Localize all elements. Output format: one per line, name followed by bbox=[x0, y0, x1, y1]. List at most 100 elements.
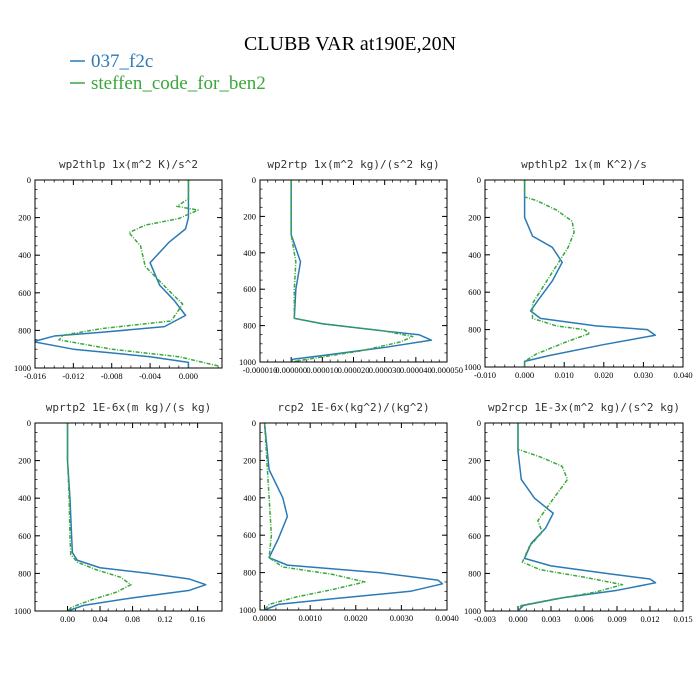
y-tick-label: 800 bbox=[18, 568, 31, 578]
y-tick-label: 1000 bbox=[14, 606, 31, 616]
y-tick-label: 1000 bbox=[239, 357, 256, 367]
x-tick-label: 0.0000 bbox=[253, 613, 276, 623]
x-tick-label: 0.000 bbox=[179, 371, 198, 381]
y-tick-label: 0 bbox=[27, 175, 31, 185]
y-tick-label: 0 bbox=[252, 175, 256, 185]
panel-6: wp2rcp 1E-3x(m^2 kg)/(s^2 kg) 0 200 400 600 8… bbox=[464, 401, 693, 624]
panel-title: wp2thlp 1x(m^2 K)/s^2 bbox=[59, 158, 198, 171]
y-tick-label: 400 bbox=[468, 493, 481, 503]
x-tick-label: 0.0040 bbox=[435, 613, 458, 623]
x-tick-label: 0.12 bbox=[158, 614, 173, 624]
panel-2: wp2rtp 1x(m^2 kg)/(s^2 kg) 0 200 400 600 800 1… bbox=[239, 158, 463, 375]
x-tick-label: 0.020 bbox=[594, 370, 613, 380]
y-tick-label: 200 bbox=[468, 212, 481, 222]
y-tick-label: 600 bbox=[468, 531, 481, 541]
panels: wp2thlp 1x(m^2 K)/s^202004006008001000-0… bbox=[14, 158, 693, 624]
plot-frame bbox=[259, 179, 448, 363]
x-tick-label: 0.0020 bbox=[344, 613, 367, 623]
series-line-037-f2c bbox=[66, 423, 207, 611]
series-line-steffen bbox=[66, 423, 132, 611]
x-tick-label: 0.0010 bbox=[298, 613, 321, 623]
x-tick-label: 0.00 bbox=[60, 614, 75, 624]
x-tick-label: 0.040 bbox=[673, 370, 692, 380]
y-tick-label: 800 bbox=[18, 325, 31, 335]
x-tick-label: 0.000 bbox=[508, 614, 527, 624]
y-tick-label: 800 bbox=[243, 321, 256, 331]
y-tick-label: 0 bbox=[477, 175, 481, 185]
x-tick-label: 0.000020 bbox=[338, 365, 370, 375]
x-tick-label: 0.030 bbox=[634, 370, 653, 380]
x-tick-label: 0.000030 bbox=[369, 365, 401, 375]
panel-title: wprtp2 1E-6x(m kg)/(s kg) bbox=[46, 401, 212, 414]
y-tick-label: 1000 bbox=[14, 363, 31, 373]
series-line-037-f2c bbox=[290, 180, 433, 362]
x-tick-label: 0.000010 bbox=[306, 365, 338, 375]
y-tick-label: 800 bbox=[243, 568, 256, 578]
panel-3: wpthlp2 1x(m K^2)/s 0 200 400 600 800 1000-0.0… bbox=[464, 158, 693, 380]
y-tick-label: 200 bbox=[18, 456, 31, 466]
panel-1: wp2thlp 1x(m^2 K)/s^202004006008001000-0… bbox=[14, 158, 223, 381]
plot-frame bbox=[484, 422, 684, 612]
panel-title: wp2rtp 1x(m^2 kg)/(s^2 kg) bbox=[267, 158, 439, 171]
x-tick-label: 0.010 bbox=[555, 370, 574, 380]
series-line-steffen bbox=[58, 180, 220, 368]
y-tick-label: 200 bbox=[243, 211, 256, 221]
series-line-037-f2c bbox=[35, 180, 190, 368]
x-tick-label: 0.000000 bbox=[275, 365, 307, 375]
panel-4: wprtp2 1E-6x(m kg)/(s kg) 0 200 400 600 800 10… bbox=[14, 401, 223, 624]
series-line-037-f2c bbox=[263, 423, 444, 610]
x-tick-label: 0.000040 bbox=[400, 365, 432, 375]
y-tick-label: 0 bbox=[27, 418, 31, 428]
x-tick-label: -0.012 bbox=[62, 371, 84, 381]
y-tick-label: 400 bbox=[243, 248, 256, 258]
y-tick-label: 600 bbox=[243, 530, 256, 540]
series-line-steffen bbox=[523, 180, 591, 367]
x-tick-label: -0.010 bbox=[474, 370, 496, 380]
x-tick-label: 0.16 bbox=[190, 614, 205, 624]
y-tick-label: 1000 bbox=[464, 606, 481, 616]
legend-label-steffen: steffen_code_for_ben2 bbox=[91, 73, 266, 94]
panel-title: wp2rcp 1E-3x(m^2 kg)/(s^2 kg) bbox=[488, 401, 680, 414]
series-line-037-f2c bbox=[517, 423, 657, 611]
x-tick-label: 0.000050 bbox=[431, 365, 463, 375]
x-tick-label: 0.08 bbox=[125, 614, 140, 624]
y-tick-label: 1000 bbox=[464, 362, 481, 372]
plot-frame bbox=[34, 422, 223, 612]
x-tick-label: -0.004 bbox=[139, 371, 162, 381]
y-tick-label: 200 bbox=[18, 213, 31, 223]
y-tick-label: 0 bbox=[252, 418, 256, 428]
x-tick-label: -0.000010 bbox=[243, 365, 278, 375]
plot-frame bbox=[484, 179, 684, 368]
panel-5: rcp2 1E-6x(kg^2)/(kg^2) 0 200 400 600 800 1000… bbox=[239, 401, 459, 623]
y-tick-label: 600 bbox=[243, 284, 256, 294]
x-tick-label: 0.006 bbox=[574, 614, 593, 624]
series-line-steffen bbox=[517, 423, 624, 611]
y-tick-label: 800 bbox=[468, 568, 481, 578]
series-line-steffen bbox=[263, 423, 366, 610]
y-tick-label: 1000 bbox=[239, 605, 256, 615]
y-tick-label: 400 bbox=[468, 250, 481, 260]
panel-title: wpthlp2 1x(m K^2)/s bbox=[521, 158, 647, 171]
y-tick-label: 200 bbox=[243, 455, 256, 465]
x-tick-label: 0.000 bbox=[515, 370, 534, 380]
y-tick-label: 600 bbox=[468, 287, 481, 297]
x-tick-label: 0.009 bbox=[607, 614, 626, 624]
legend-label-037-f2c: 037_f2c bbox=[91, 51, 153, 72]
plot-frame bbox=[34, 179, 223, 369]
y-tick-label: 600 bbox=[18, 531, 31, 541]
y-tick-label: 0 bbox=[477, 418, 481, 428]
x-tick-label: 0.015 bbox=[673, 614, 692, 624]
legend: 037_f2c steffen_code_for_ben2 bbox=[70, 51, 266, 94]
x-tick-label: 0.003 bbox=[541, 614, 560, 624]
y-tick-label: 200 bbox=[468, 456, 481, 466]
x-tick-label: 0.012 bbox=[640, 614, 659, 624]
y-tick-label: 600 bbox=[18, 288, 31, 298]
y-tick-label: 800 bbox=[468, 325, 481, 335]
series-line-037-f2c bbox=[523, 180, 657, 367]
figure-title: CLUBB VAR at190E,20N bbox=[244, 33, 456, 55]
x-tick-label: -0.016 bbox=[24, 371, 46, 381]
y-tick-label: 400 bbox=[243, 493, 256, 503]
x-tick-label: -0.008 bbox=[101, 371, 123, 381]
y-tick-label: 400 bbox=[18, 250, 31, 260]
